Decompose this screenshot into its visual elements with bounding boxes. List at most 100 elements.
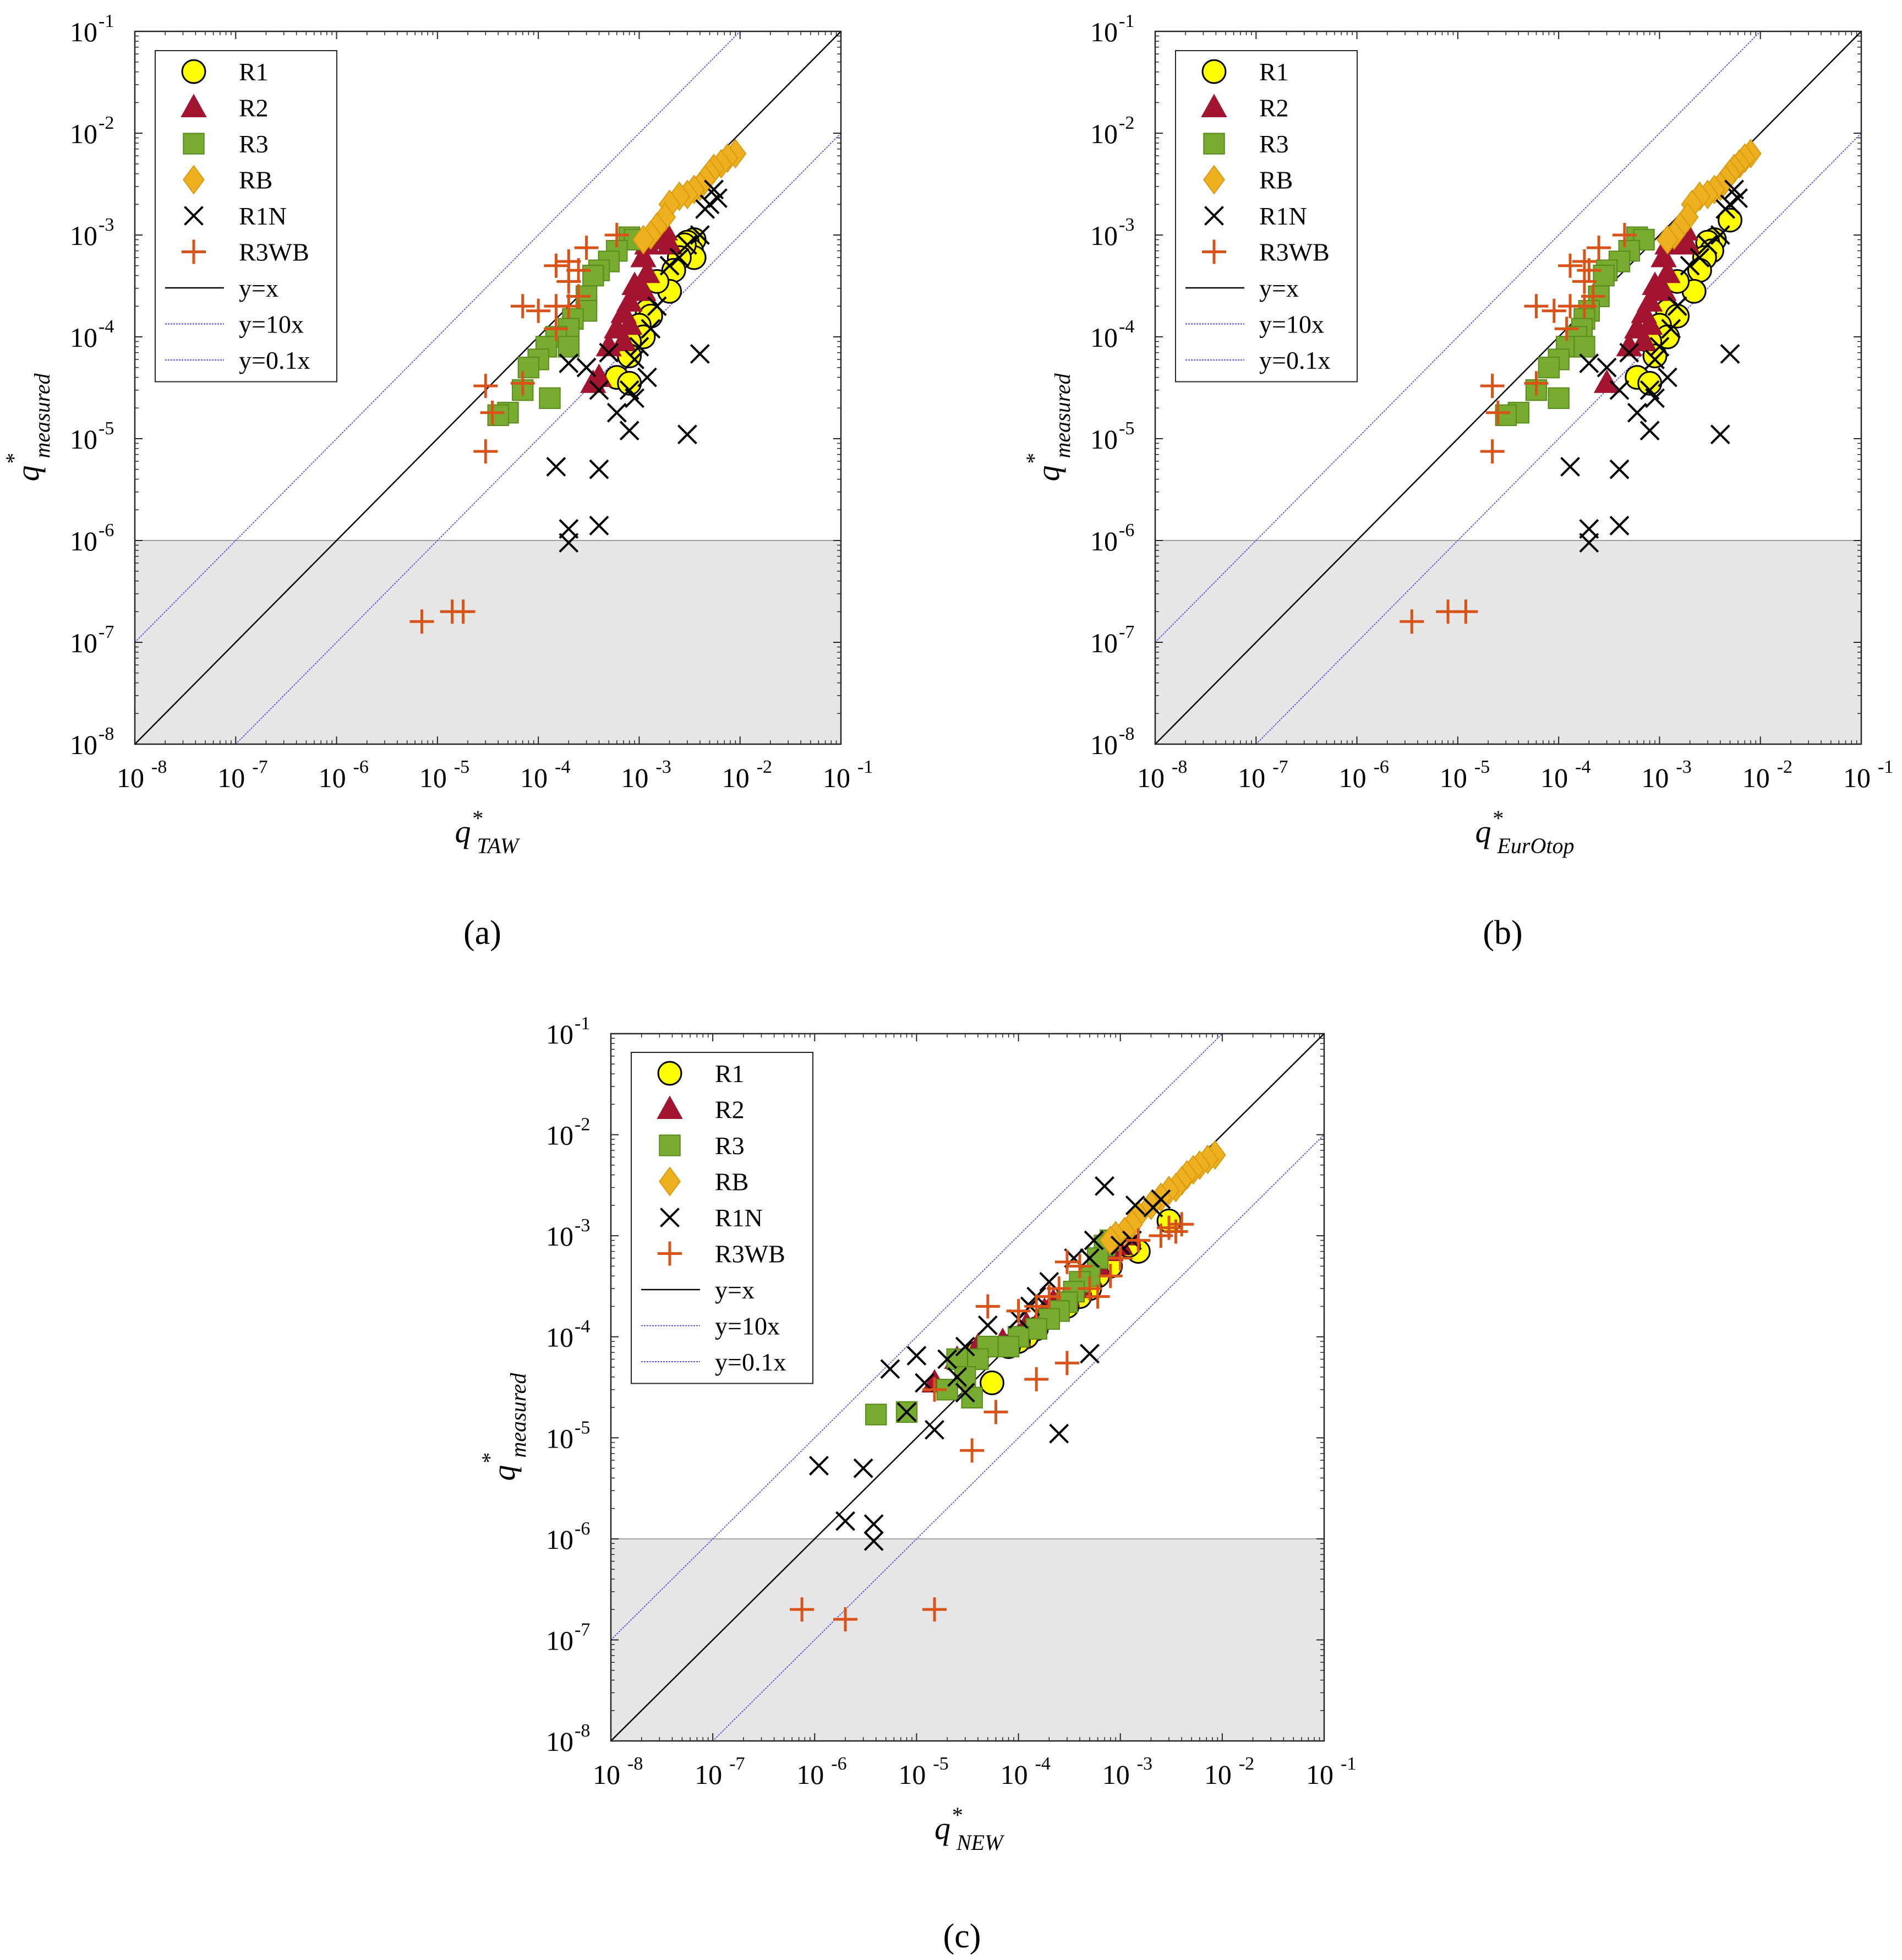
y-tick-exponent: -7 [1119, 622, 1134, 642]
point-R1N [1609, 380, 1630, 400]
x-axis-title: q [455, 814, 471, 849]
legend-box [631, 1052, 813, 1384]
x-tick-exponent: -4 [555, 757, 570, 777]
legend: R1 R2 R3 RB R1N R3WB y=x y=10x y=0.1x [1175, 50, 1358, 383]
point-R1N [559, 353, 579, 373]
y-tick-exponent: -4 [1119, 316, 1134, 337]
legend-marker-R1N [1204, 206, 1224, 226]
y-tick-label: 10 [70, 729, 97, 760]
point-R3 [961, 1386, 983, 1408]
legend-entry-R1: R1 [1201, 58, 1289, 86]
point-R3WB [1054, 1249, 1079, 1274]
series-RB [632, 139, 747, 255]
x-axis-star: * [1492, 806, 1503, 831]
x-tick-exponent: -3 [1676, 757, 1691, 777]
point-R1N [853, 1458, 873, 1478]
legend-label: R2 [715, 1096, 745, 1124]
point-R1N [589, 380, 609, 400]
point-R1N [1609, 459, 1630, 479]
legend-label: R1N [239, 202, 287, 230]
point-R2 [595, 332, 622, 357]
reference-line-y=0.1x [712, 1134, 1324, 1741]
legend-entry-RB: RB [183, 165, 272, 195]
legend-entry-RB: RB [659, 1166, 748, 1197]
y-tick-exponent: -3 [575, 1215, 590, 1236]
point-R3WB [833, 1607, 858, 1631]
legend-marker-R1 [1201, 59, 1227, 84]
point-R3WB [473, 374, 498, 398]
x-tick-label: 10 [1742, 762, 1770, 793]
legend-entry-R3WB: R3WB [1202, 238, 1330, 266]
point-R1N [863, 1531, 884, 1551]
legend-entry-y=x: y=x [641, 1276, 755, 1304]
legend-label: y=0.1x [1259, 346, 1330, 374]
panel-caption: (b) [1483, 914, 1522, 952]
y-tick-exponent: -6 [1119, 520, 1134, 540]
legend-entry-y=x: y=x [1185, 274, 1299, 302]
y-tick-exponent: -4 [575, 1317, 590, 1337]
data-points [1400, 139, 1762, 634]
point-R3 [1573, 336, 1595, 358]
y-tick-exponent: -4 [99, 316, 114, 337]
y-tick-label: 10 [1090, 220, 1118, 251]
legend-entry-R1N: R1N [1204, 202, 1307, 230]
point-R3WB [1024, 1294, 1049, 1319]
y-axis-subscript: measured [506, 1372, 531, 1457]
point-R1N [977, 1315, 998, 1335]
point-R1N [1680, 255, 1700, 276]
series-R3WB [1400, 223, 1637, 634]
legend-marker-R3 [659, 1134, 681, 1156]
point-R1N [637, 367, 657, 387]
point-R1N [704, 179, 724, 200]
x-tick-label: 10 [520, 762, 548, 793]
legend-entry-R1N: R1N [184, 202, 287, 230]
point-R1N [1619, 342, 1639, 363]
x-tick-label: 10 [117, 762, 144, 793]
y-tick-label: 10 [70, 17, 97, 47]
legend-entry-R2: R2 [1201, 94, 1289, 122]
legend-marker-R3WB [182, 239, 206, 264]
x-tick-exponent: -6 [353, 757, 369, 777]
point-R1 [980, 1371, 1004, 1395]
legend-label: R3WB [239, 238, 309, 266]
point-R3WB [480, 400, 505, 425]
point-R3WB [1126, 1228, 1151, 1253]
y-tick-exponent: -3 [1119, 215, 1134, 235]
point-R1N [695, 199, 715, 219]
legend-label: y=0.1x [239, 346, 310, 374]
point-RB [1656, 225, 1679, 255]
x-tick-exponent: -8 [151, 757, 167, 777]
legend-entry-RB: RB [1203, 165, 1293, 195]
legend-label: R1N [715, 1204, 763, 1232]
point-R1N [1084, 1230, 1104, 1251]
x-tick-exponent: -3 [655, 757, 671, 777]
point-R1N [1710, 225, 1730, 245]
y-axis-star: * [477, 1454, 502, 1465]
reference-line-y=0.1x [1255, 133, 1861, 744]
x-tick-exponent: -2 [757, 757, 772, 777]
legend-label: y=10x [239, 310, 304, 339]
point-R1N [1597, 357, 1617, 378]
legend-label: R1 [715, 1060, 745, 1088]
x-tick-exponent: -5 [454, 757, 469, 777]
y-tick-label: 10 [1090, 118, 1118, 149]
point-R1N [546, 457, 566, 477]
point-R2 [630, 277, 657, 301]
point-R3WB [1542, 298, 1566, 323]
legend-label: y=x [715, 1276, 755, 1304]
point-R1N [955, 1383, 975, 1403]
x-tick-exponent: -7 [252, 757, 267, 777]
data-points [409, 139, 747, 634]
legend-entry-R3: R3 [183, 130, 269, 158]
x-axis-subscript: EurOtop [1497, 833, 1575, 858]
point-R1N [641, 319, 661, 339]
point-R1N [1645, 350, 1665, 369]
x-axis-title: q [934, 1810, 950, 1846]
point-R1 [1718, 208, 1742, 233]
legend-box [155, 50, 337, 383]
x-tick-exponent: -1 [1341, 1754, 1356, 1774]
legend-entry-R1: R1 [657, 1060, 745, 1088]
reference-line-y=10x [611, 1034, 1223, 1640]
legend: R1 R2 R3 RB R1N R3WB y=x y=10x y=0.1x [155, 50, 337, 383]
y-tick-exponent: -1 [575, 1013, 590, 1034]
